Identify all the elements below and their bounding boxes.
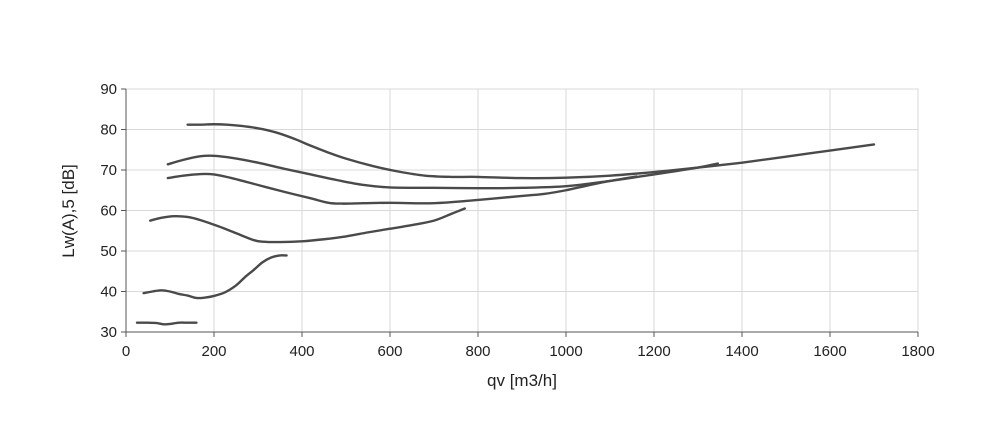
x-tick-label: 400: [289, 343, 314, 360]
series-layer: [135, 123, 876, 326]
series-line-1: [186, 123, 876, 180]
y-tick-label: 30: [100, 324, 117, 341]
x-tick-label: 1200: [637, 343, 670, 360]
axis-layer: 0 200 400 600 800 1000 1200 1400 1600 1800 30 40 50 6…: [100, 81, 934, 360]
x-tick-label: 0: [122, 343, 130, 360]
y-tick-label: 90: [100, 81, 117, 98]
y-tick-label: 70: [100, 162, 117, 179]
x-tick-label: 1600: [813, 343, 846, 360]
series-line-4: [149, 207, 466, 244]
y-tick-label: 60: [100, 203, 117, 220]
x-tick-label: 800: [465, 343, 490, 360]
label-layer: qv [m3/h] Lw(A),5 [dB]: [59, 164, 557, 390]
y-axis-title: Lw(A),5 [dB]: [59, 164, 78, 258]
x-tick-label: 1000: [549, 343, 582, 360]
series-line-3: [166, 172, 638, 205]
y-tick-label: 40: [100, 284, 117, 301]
x-tick-label: 1400: [725, 343, 758, 360]
x-tick-label: 600: [377, 343, 402, 360]
y-tick-label: 80: [100, 122, 117, 139]
series-line-6: [135, 321, 198, 326]
x-axis-title: qv [m3/h]: [487, 371, 557, 390]
series-line-5: [142, 254, 288, 300]
x-tick-label: 1800: [901, 343, 934, 360]
x-tick-label: 200: [201, 343, 226, 360]
y-tick-label: 50: [100, 243, 117, 260]
